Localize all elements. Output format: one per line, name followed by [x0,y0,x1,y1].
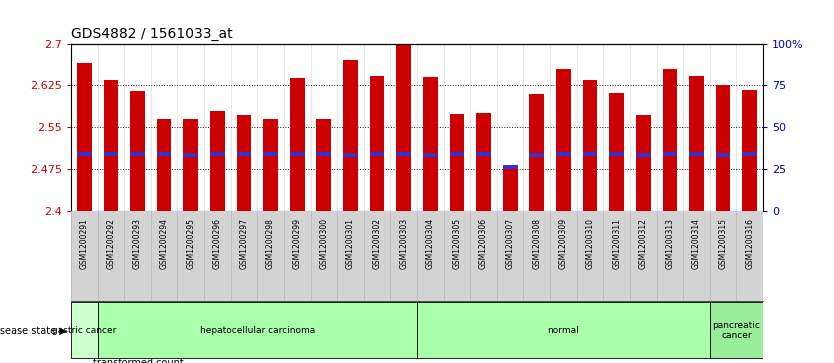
Bar [716,85,731,211]
Bar [503,164,518,168]
Bar [689,152,704,156]
Text: gastric cancer: gastric cancer [52,326,117,335]
Bar [636,153,651,157]
Bar [556,152,570,156]
Text: disease state ▶: disease state ▶ [0,325,67,335]
Text: GSM1200299: GSM1200299 [293,218,302,269]
Bar [610,152,624,156]
Text: GSM1200307: GSM1200307 [505,218,515,269]
Text: GSM1200294: GSM1200294 [159,218,168,269]
Text: GSM1200304: GSM1200304 [426,218,435,269]
Text: GSM1200293: GSM1200293 [133,218,142,269]
Bar [636,115,651,211]
Bar [662,152,677,156]
Bar [77,63,92,211]
Bar [264,152,278,156]
Bar [77,152,92,156]
Text: GSM1200296: GSM1200296 [213,218,222,269]
Bar [264,119,278,211]
Text: GSM1200309: GSM1200309 [559,218,568,269]
Bar [130,91,145,211]
Bar [742,152,757,156]
Bar [183,119,198,211]
Bar [103,152,118,156]
FancyBboxPatch shape [417,302,710,358]
Text: GSM1200295: GSM1200295 [186,218,195,269]
Bar [476,152,491,156]
Text: GSM1200298: GSM1200298 [266,218,275,269]
Bar [423,153,438,157]
Text: GSM1200306: GSM1200306 [479,218,488,269]
Text: GSM1200316: GSM1200316 [746,218,754,269]
Text: hepatocellular carcinoma: hepatocellular carcinoma [199,326,315,335]
Text: GSM1200312: GSM1200312 [639,218,648,269]
Bar [556,69,570,211]
Text: GSM1200302: GSM1200302 [373,218,382,269]
FancyBboxPatch shape [710,302,763,358]
Bar [237,115,251,211]
Bar [290,78,304,211]
Text: GSM1200305: GSM1200305 [452,218,461,269]
Bar [423,77,438,211]
Bar [476,113,491,211]
Bar [103,80,118,211]
Text: GSM1200314: GSM1200314 [692,218,701,269]
Bar [290,152,304,156]
Bar [396,152,411,156]
Bar [210,152,224,156]
Bar [316,119,331,211]
Bar [343,60,358,211]
Bar [396,44,411,211]
Bar [369,76,384,211]
Text: GDS4882 / 1561033_at: GDS4882 / 1561033_at [71,27,233,41]
FancyBboxPatch shape [98,302,417,358]
Text: GSM1200300: GSM1200300 [319,218,329,269]
Text: GSM1200292: GSM1200292 [106,218,115,269]
FancyBboxPatch shape [71,302,98,358]
Bar [742,90,757,211]
Text: GSM1200291: GSM1200291 [80,218,88,269]
Text: GSM1200303: GSM1200303 [399,218,408,269]
Text: GSM1200301: GSM1200301 [346,218,355,269]
Bar [503,168,518,211]
Text: transformed count: transformed count [93,358,184,363]
Bar [130,152,145,156]
Text: normal: normal [548,326,580,335]
Text: GSM1200308: GSM1200308 [532,218,541,269]
Bar [450,152,465,156]
Bar [610,93,624,211]
Bar [157,119,172,211]
Text: GSM1200313: GSM1200313 [666,218,675,269]
Bar [450,114,465,211]
Bar [183,153,198,157]
Bar [237,152,251,156]
Bar [210,111,224,211]
Bar [316,152,331,156]
Text: GSM1200311: GSM1200311 [612,218,621,269]
Bar [530,153,544,157]
Text: pancreatic
cancer: pancreatic cancer [712,321,761,340]
Bar [157,152,172,156]
Bar [689,76,704,211]
Bar [369,152,384,156]
Text: GSM1200315: GSM1200315 [719,218,728,269]
Text: GSM1200297: GSM1200297 [239,218,249,269]
Bar [662,69,677,211]
Bar [716,153,731,157]
Bar [583,152,597,156]
Bar [583,80,597,211]
Bar [343,153,358,157]
Bar [530,94,544,211]
Text: GSM1200310: GSM1200310 [585,218,595,269]
